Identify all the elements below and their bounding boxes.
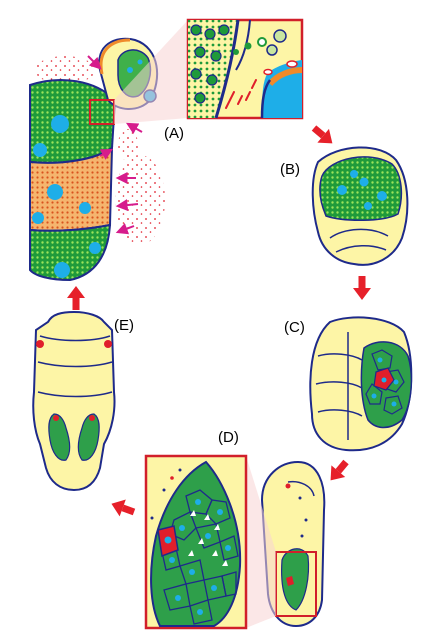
zoom-inset-a xyxy=(186,18,304,120)
panel-d-embryo xyxy=(260,460,326,628)
nucleus xyxy=(79,202,91,214)
zoom-connector xyxy=(246,456,276,628)
magenta-arrow-icon xyxy=(87,55,102,70)
nucleus xyxy=(364,202,372,210)
nucleus xyxy=(89,242,101,254)
zoom-connector xyxy=(114,20,188,124)
cycle-arrow-icon xyxy=(311,125,333,144)
nucleus xyxy=(377,191,387,201)
nucleus xyxy=(350,170,358,178)
gonad-zoom xyxy=(150,460,242,627)
magenta-arrow-icon xyxy=(125,122,143,134)
nucleus xyxy=(47,184,63,200)
panel-label-e: (E) xyxy=(114,317,134,334)
secretion-spray xyxy=(115,155,165,245)
embryo-outline xyxy=(260,460,326,628)
magenta-arrow-icon xyxy=(99,148,114,160)
gonad-cluster xyxy=(281,548,310,611)
panel-label-d: (D) xyxy=(218,429,239,446)
panel-label-b: (B) xyxy=(280,161,300,178)
secretion-spray xyxy=(35,56,95,84)
nucleus xyxy=(33,143,47,157)
panel-b-embryo xyxy=(311,146,409,266)
zoom-inset-d xyxy=(144,454,248,630)
nucleus xyxy=(54,262,70,278)
panel-a-figure xyxy=(29,18,304,282)
nucleus xyxy=(127,67,133,73)
cycle-arrow-icon xyxy=(111,499,136,517)
panel-e-larva xyxy=(32,310,116,492)
gonad-right xyxy=(77,413,100,461)
magenta-arrow-icon xyxy=(115,199,139,212)
nucleus xyxy=(359,177,369,187)
cycle-arrow-icon xyxy=(330,459,349,481)
gonad-left xyxy=(48,413,71,461)
panel-label-a: (A) xyxy=(164,125,184,142)
secretion-spray xyxy=(118,129,138,161)
cycle-arrow-icon xyxy=(67,286,85,310)
larva-eye xyxy=(104,340,112,348)
panel-label-c: (C) xyxy=(284,319,305,336)
cycle-arrow-icon xyxy=(353,276,371,300)
germ-band xyxy=(319,156,403,222)
larva-eye xyxy=(36,340,44,348)
nucleus xyxy=(32,212,44,224)
panel-c-embryo xyxy=(309,316,413,452)
green-tissue-lower xyxy=(29,223,112,282)
inset-membrane xyxy=(214,19,240,119)
inset-nucleus xyxy=(262,60,302,118)
nucleus xyxy=(337,185,347,195)
magenta-arrow-icon xyxy=(115,223,135,235)
nucleus xyxy=(51,115,69,133)
nucleus xyxy=(137,59,143,65)
